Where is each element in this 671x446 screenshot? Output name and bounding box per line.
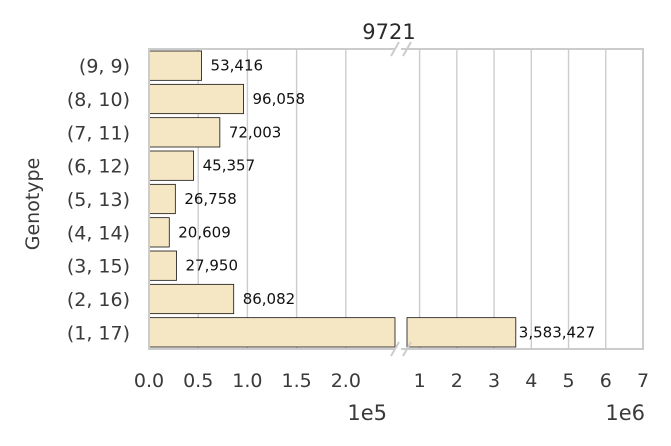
left-x-tick-label: 0.0 bbox=[134, 370, 164, 392]
bar-value-label: 20,609 bbox=[178, 223, 231, 241]
right-x-tick-label: 5 bbox=[562, 370, 574, 392]
bar-value-label: 72,003 bbox=[229, 123, 282, 141]
bar-right-segment bbox=[406, 317, 517, 348]
bar-value-label: 45,357 bbox=[203, 157, 256, 175]
axis-break-mark bbox=[402, 41, 412, 57]
category-label: (3, 15) bbox=[67, 256, 130, 278]
category-label: (8, 10) bbox=[67, 89, 130, 111]
right-x-tick-label: 7 bbox=[637, 370, 649, 392]
bar-left-segment bbox=[148, 317, 396, 348]
left-panel-frame bbox=[148, 48, 395, 350]
category-label: (2, 16) bbox=[67, 289, 130, 311]
bar-value-label: 96,058 bbox=[253, 90, 305, 108]
category-label: (7, 11) bbox=[67, 122, 130, 144]
right-axis-offset-label: 1e6 bbox=[605, 401, 645, 425]
bar bbox=[148, 183, 176, 215]
axis-frames bbox=[148, 41, 644, 357]
value-labels: 53,416 96,058 72,003 45,357 26,758 20,609 27,9… bbox=[178, 57, 595, 342]
bar bbox=[148, 250, 177, 281]
category-labels: (9, 9) (8, 10) (7, 11) (6, 12) (5, 13) (4, 14… bbox=[67, 56, 130, 345]
bar-value-label: 53,416 bbox=[211, 57, 264, 75]
category-label: (5, 13) bbox=[67, 189, 130, 211]
left-axis-offset-label: 1e5 bbox=[347, 401, 387, 425]
chart-title: 9721 bbox=[362, 20, 415, 44]
bar bbox=[148, 117, 221, 148]
bars bbox=[148, 50, 517, 348]
bar bbox=[148, 83, 244, 115]
right-panel-frame bbox=[401, 48, 644, 350]
right-x-tick-label: 6 bbox=[600, 370, 612, 392]
bar-value-label: 27,950 bbox=[186, 257, 239, 275]
right-x-tick-label: 4 bbox=[525, 370, 537, 392]
right-x-tick-label: 3 bbox=[488, 370, 500, 392]
axis-break-mark bbox=[390, 41, 400, 57]
left-x-tick-label: 2.0 bbox=[331, 370, 361, 392]
y-axis-label: Genotype bbox=[22, 158, 44, 251]
bar bbox=[148, 217, 170, 248]
axis-break-mark bbox=[390, 341, 400, 357]
category-label: (4, 14) bbox=[67, 222, 130, 244]
right-x-tick-label: 1 bbox=[414, 370, 426, 392]
left-x-tick-label: 1.0 bbox=[232, 370, 262, 392]
category-label: (9, 9) bbox=[79, 56, 130, 78]
category-label: (1, 17) bbox=[67, 322, 130, 344]
bar-value-label: 86,082 bbox=[243, 290, 296, 308]
left-x-tick-label: 0.5 bbox=[183, 370, 213, 392]
category-label: (6, 12) bbox=[67, 156, 130, 178]
bar-value-label: 26,758 bbox=[184, 190, 237, 208]
right-x-tick-label: 2 bbox=[451, 370, 463, 392]
bar bbox=[148, 50, 202, 81]
axis-break-mark bbox=[402, 341, 412, 357]
x-tick-labels: 0.0 0.5 1.0 1.5 2.0 1 2 3 4 5 6 7 bbox=[134, 370, 649, 392]
right-gridlines bbox=[418, 49, 644, 349]
left-x-tick-label: 1.5 bbox=[281, 370, 311, 392]
bar-value-label: 3,583,427 bbox=[519, 323, 595, 341]
bar bbox=[148, 283, 235, 315]
bar bbox=[148, 150, 195, 181]
